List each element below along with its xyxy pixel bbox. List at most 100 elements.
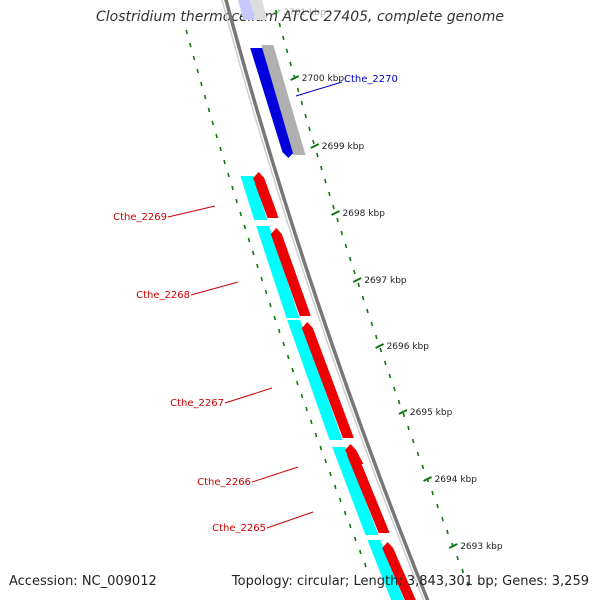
tick-dot [278, 22, 282, 28]
tick-dot [219, 146, 222, 152]
kbp-tick-label: 2694 kbp [435, 475, 478, 485]
tick-dot [243, 224, 247, 230]
gene-leader-line [251, 466, 299, 483]
kbp-tick-mark [398, 409, 408, 415]
tick-dot [320, 165, 323, 171]
tick-dot [319, 445, 323, 451]
reverse-cds-cthe_2265 [382, 542, 416, 600]
tick-dot [235, 198, 238, 204]
tick-dot [329, 471, 332, 477]
tick-dot [402, 412, 406, 418]
gene-leader-line [266, 511, 314, 529]
reverse-cds-cthe_2268-cyan [256, 226, 300, 318]
tick-dot [305, 406, 308, 412]
reverse-cds-cthe_2269-cyan [240, 176, 268, 220]
tick-dot [343, 510, 347, 516]
gene-labels[interactable]: Cthe_2270 Cthe_2269 Cthe_2268 Cthe_2267 Cthe… [113, 74, 398, 534]
gene-leader-line [295, 81, 343, 97]
kbp-tick-mark [310, 143, 320, 149]
kbp-tick-label: 2693 kbp [460, 542, 503, 552]
tick-dot [411, 438, 415, 444]
tick-dot [421, 464, 425, 470]
forward-cds-faded [250, 0, 268, 20]
forward-cds-faded [238, 0, 256, 20]
kbp-tick-mark [331, 210, 340, 216]
gene-label-cthe_2265[interactable]: Cthe_2265 [212, 523, 266, 534]
tick-dot [379, 347, 383, 353]
kbp-tick-label: 2696 kbp [387, 342, 430, 352]
kbp-tick-label: 2697 kbp [364, 276, 407, 286]
reverse-cds-cthe_2266 [346, 449, 390, 533]
tick-dot [282, 341, 285, 347]
tick-dot [264, 289, 268, 295]
tick-dot [304, 113, 307, 119]
reverse-cds-cthe_2267 [301, 322, 354, 438]
tick-dot [348, 523, 352, 529]
kbp-tick-label: 2699 kbp [322, 142, 365, 152]
kbp-tick-mark [375, 343, 385, 349]
tick-dot [324, 178, 327, 184]
forward-cds-cthe_2270 [250, 48, 295, 158]
gene-leader-line [224, 387, 273, 404]
tick-dot [286, 354, 290, 360]
tick-dot [316, 152, 319, 158]
tick-dot [277, 328, 281, 334]
tick-dots-left [185, 29, 367, 568]
tick-dot [300, 393, 304, 399]
tick-dot [289, 61, 292, 67]
reverse-cds-cthe_2265-cyan [367, 540, 405, 600]
backbone-inner [221, 0, 425, 600]
gene-label-cthe_2270[interactable]: Cthe_2270 [344, 74, 398, 85]
map-title: Clostridium thermocellum ATCC 27405, com… [96, 9, 504, 25]
tick-dot [384, 360, 387, 366]
tick-dot [223, 159, 226, 165]
tick-dot [358, 549, 362, 555]
tick-dot [285, 48, 289, 54]
tick-dot [456, 555, 459, 561]
tick-dot [239, 211, 242, 217]
tick-dot [291, 367, 295, 373]
tick-dot [446, 529, 449, 535]
tick-dot [185, 29, 188, 35]
tick-dot [314, 432, 318, 438]
tick-dot [260, 276, 264, 282]
tick-dot [338, 497, 342, 503]
tick-dot [461, 568, 465, 574]
tick-dot [300, 100, 304, 106]
kbp-tick-label: 2701 kbp [283, 8, 326, 18]
tick-dot [344, 243, 348, 249]
gene-label-cthe_2268[interactable]: Cthe_2268 [136, 290, 190, 301]
kbp-tick-mark [271, 9, 281, 15]
tick-dot [361, 295, 365, 301]
tick-dot [231, 185, 234, 191]
tick-dot [211, 120, 215, 126]
tick-dot [247, 237, 251, 243]
forward-cds-lighter [261, 45, 306, 155]
reverse-cds-cthe_2266-cyan [332, 447, 379, 535]
tick-dot [436, 503, 439, 509]
tick-dot [348, 256, 352, 262]
tick-dot [203, 94, 207, 100]
tick-dot [215, 133, 218, 139]
gene-label-cthe_2269[interactable]: Cthe_2269 [113, 212, 167, 223]
gene-label-cthe_2267[interactable]: Cthe_2267 [170, 398, 224, 409]
tick-dot [296, 87, 300, 93]
genome-backbone [221, 0, 430, 600]
kbp-tick-label: 2698 kbp [343, 209, 386, 219]
tick-dot [393, 386, 396, 392]
tick-dot [407, 425, 410, 431]
tick-dot [370, 321, 374, 327]
reverse-cds-cthe_2269-main [253, 172, 278, 214]
tick-dot [308, 126, 311, 132]
kbp-tick-mark [352, 277, 362, 283]
tick-dot [269, 302, 272, 308]
tick-dot [200, 81, 203, 87]
tick-dot [256, 263, 259, 269]
tick-dot [334, 484, 337, 490]
tick-dot [328, 191, 331, 197]
kbp-tick-mark [423, 476, 433, 482]
gene-label-cthe_2266[interactable]: Cthe_2266 [197, 477, 251, 488]
accession-text: Accession: NC_009012 [9, 574, 157, 589]
reverse-cds-cthe_2266-small [345, 444, 364, 464]
